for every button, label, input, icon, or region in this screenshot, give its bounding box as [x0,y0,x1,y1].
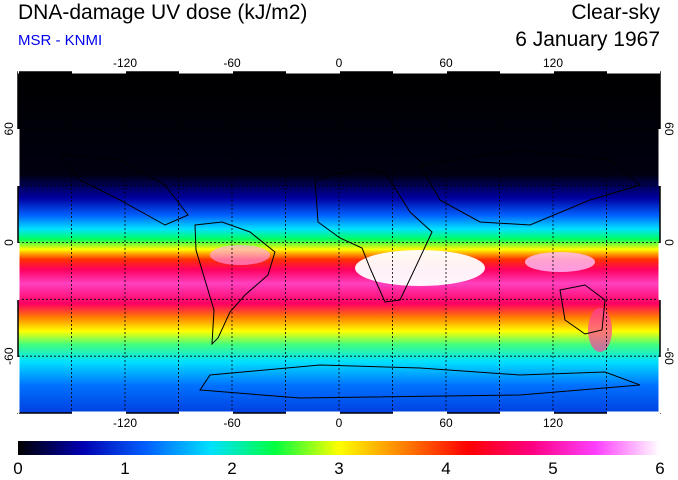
dose-hotspots [210,245,612,352]
lon-tick-label: -120 [113,416,137,430]
lon-tick-label: 120 [543,56,563,70]
lon-tick-label: 60 [439,416,453,430]
lon-tick-label: -60 [223,416,241,430]
lat-ticks-left: 60 0 -60 [2,122,16,365]
colorbar-tick-label: 3 [334,459,343,478]
colorbar [18,441,660,455]
colorbar-tick-label: 5 [548,459,557,478]
lat-tick-label: 60 [2,122,16,136]
colorbar-tick-label: 6 [655,459,664,478]
map-frame [16,70,662,415]
gridlines [18,72,660,413]
lon-ticks-top: -120 -60 0 60 120 [113,56,563,70]
lon-tick-label: 120 [543,416,563,430]
lon-tick-label: -120 [113,56,137,70]
colorbar-tick-label: 1 [120,459,129,478]
lon-tick-label: -60 [223,56,241,70]
lat-ticks-right: 60 0 -60 [662,122,676,365]
map-title: DNA-damage UV dose (kJ/m2) [18,1,308,24]
lat-tick-label: 0 [662,239,676,246]
lon-ticks-bottom: -120 -60 0 60 120 [113,416,563,430]
colorbar-labels: 0 1 2 3 4 5 6 [13,459,664,478]
colorbar-tick-label: 0 [13,459,22,478]
sky-condition-label: Clear-sky [571,1,660,24]
date-label: 6 January 1967 [515,28,660,51]
lat-tick-label: 0 [2,239,16,246]
lon-tick-label: 60 [439,56,453,70]
lat-tick-label: -60 [662,347,676,365]
lat-tick-label: 60 [662,122,676,136]
lat-tick-label: -60 [2,347,16,365]
coastlines [58,149,642,399]
colorbar-tick-label: 2 [227,459,236,478]
credit-label: MSR - KNMI [18,32,103,49]
lon-tick-label: 0 [336,56,343,70]
colorbar-tick-label: 4 [441,459,450,478]
lon-tick-label: 0 [336,416,343,430]
